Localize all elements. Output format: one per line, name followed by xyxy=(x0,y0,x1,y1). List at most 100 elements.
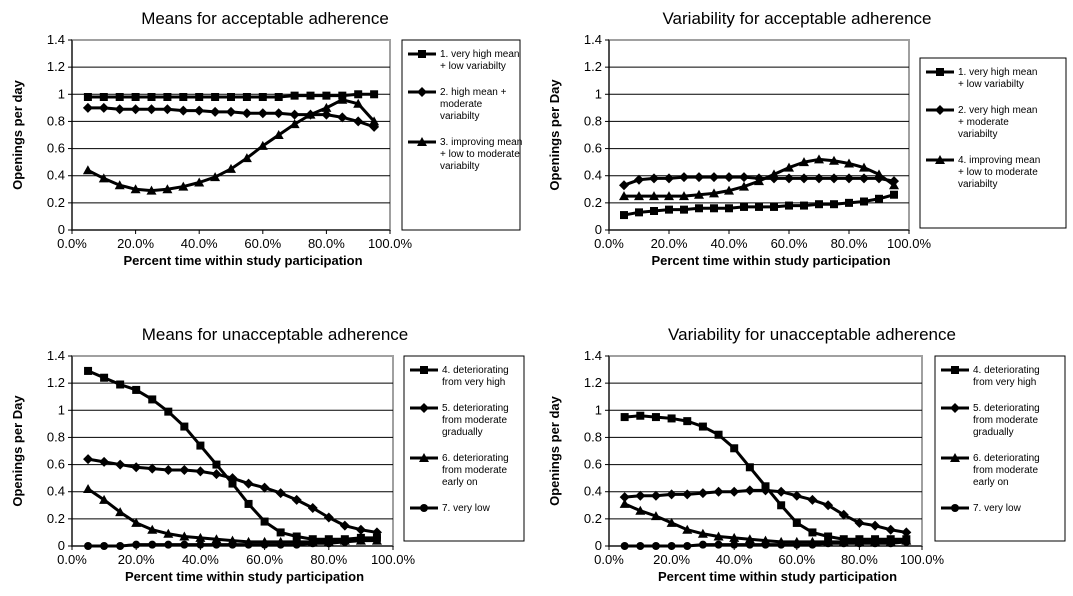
data-point xyxy=(321,109,332,120)
data-point xyxy=(257,108,268,119)
data-point xyxy=(649,173,659,184)
data-point xyxy=(260,517,269,526)
data-point xyxy=(132,540,141,549)
data-point xyxy=(725,204,733,213)
legend-label: 1. very high mean + low variabilty xyxy=(958,67,1038,90)
data-point xyxy=(839,539,848,548)
x-tick-label: 0.0% xyxy=(57,552,87,567)
data-point xyxy=(844,173,854,184)
legend-item: 2. high mean + moderate variabilty xyxy=(408,87,507,122)
data-point xyxy=(98,173,109,183)
data-point xyxy=(292,540,301,549)
data-point xyxy=(844,158,854,168)
x-tick-label: 20.0% xyxy=(117,236,154,251)
y-tick-label: 1.2 xyxy=(47,375,65,390)
y-tick-label: 0.6 xyxy=(584,141,602,156)
data-point xyxy=(791,490,802,501)
y-tick-label: 0.6 xyxy=(47,457,65,472)
data-point xyxy=(323,512,334,523)
data-point xyxy=(259,482,270,493)
data-point xyxy=(697,528,708,538)
data-point xyxy=(100,373,109,382)
data-point xyxy=(814,173,824,184)
data-point xyxy=(162,104,173,115)
x-tick-label: 100.0% xyxy=(368,236,413,251)
y-tick-label: 0.6 xyxy=(584,457,602,472)
data-point xyxy=(353,98,364,108)
y-tick-label: 0.4 xyxy=(584,168,602,183)
legend: 4. deteriorating from very high 5. deterio… xyxy=(934,355,1066,542)
legend-label-line: 2. high mean + xyxy=(440,87,507,98)
data-point xyxy=(179,465,190,475)
legend-item: 4. improving mean + low to moderate variab… xyxy=(926,155,1040,190)
data-point xyxy=(713,486,724,497)
data-point xyxy=(695,204,703,213)
data-point xyxy=(744,485,755,496)
chart-title: Means for acceptable adherence xyxy=(141,9,389,28)
legend-marker xyxy=(420,504,428,512)
series-4 xyxy=(84,533,381,550)
data-point xyxy=(679,172,689,183)
legend-label: 4. deteriorating from very high xyxy=(442,365,509,388)
data-point xyxy=(180,422,189,431)
data-point xyxy=(100,542,109,550)
legend-label-line: variabilty xyxy=(440,161,479,172)
x-tick-label: 100.0% xyxy=(887,236,932,251)
legend-label-line: 7. very low xyxy=(973,503,1022,514)
data-point xyxy=(694,172,704,183)
data-point xyxy=(273,130,284,139)
data-point xyxy=(829,173,839,184)
data-point xyxy=(682,489,693,500)
data-point xyxy=(195,532,206,542)
legend-label-line: variabilty xyxy=(958,179,997,190)
data-point xyxy=(355,524,366,535)
x-tick-label: 20.0% xyxy=(118,552,155,567)
data-point xyxy=(709,172,719,183)
legend-label-line: early on xyxy=(973,477,1009,488)
chart-variability-acceptable: Variability for acceptable adherence 0 0.2… xyxy=(537,0,1073,298)
legend-box xyxy=(919,57,1067,229)
x-tick-label: 40.0% xyxy=(181,236,218,251)
data-point xyxy=(289,109,300,120)
data-point xyxy=(854,517,865,528)
y-tick-label: 0.4 xyxy=(584,484,602,499)
legend-label-line: + moderate xyxy=(958,117,1009,128)
data-point xyxy=(146,104,157,115)
legend-item: 2. very high mean + moderate variabilty xyxy=(926,105,1038,140)
data-point xyxy=(195,466,206,477)
x-tick-label: 100.0% xyxy=(900,552,945,567)
data-point xyxy=(649,191,659,201)
data-point xyxy=(650,207,658,215)
data-point xyxy=(292,532,301,541)
data-point xyxy=(808,540,817,549)
data-point xyxy=(164,407,173,416)
data-point xyxy=(886,539,895,548)
data-point xyxy=(875,194,883,203)
data-point xyxy=(99,93,108,101)
legend-label-line: 1. very high mean xyxy=(958,67,1038,78)
x-axis-label: Percent time within study participation xyxy=(658,569,897,584)
data-point xyxy=(116,542,125,550)
data-point xyxy=(824,539,833,548)
data-point xyxy=(179,93,188,101)
data-point xyxy=(650,511,661,521)
series-3 xyxy=(82,94,380,195)
data-point xyxy=(211,534,222,544)
data-point xyxy=(870,520,881,531)
legend-marker xyxy=(935,105,945,115)
legend-item: 3. improving mean + low to moderate variab… xyxy=(408,137,522,172)
legend-label: 4. improving mean + low to moderate variab… xyxy=(958,155,1040,190)
x-tick-label: 80.0% xyxy=(310,552,347,567)
data-point xyxy=(321,102,332,112)
legend-label: 7. very low xyxy=(442,503,491,514)
legend-marker xyxy=(419,453,429,462)
data-point xyxy=(116,380,125,389)
data-point xyxy=(131,93,140,101)
legend-label: 5. deteriorating from moderate gradually xyxy=(442,403,509,438)
data-point xyxy=(902,537,911,546)
data-point xyxy=(132,385,141,394)
legend-label: 2. very high mean + moderate variabilty xyxy=(958,105,1038,140)
legend-label: 4. deteriorating from very high xyxy=(973,365,1040,388)
y-tick-label: 0 xyxy=(58,222,65,237)
data-point xyxy=(697,488,708,499)
